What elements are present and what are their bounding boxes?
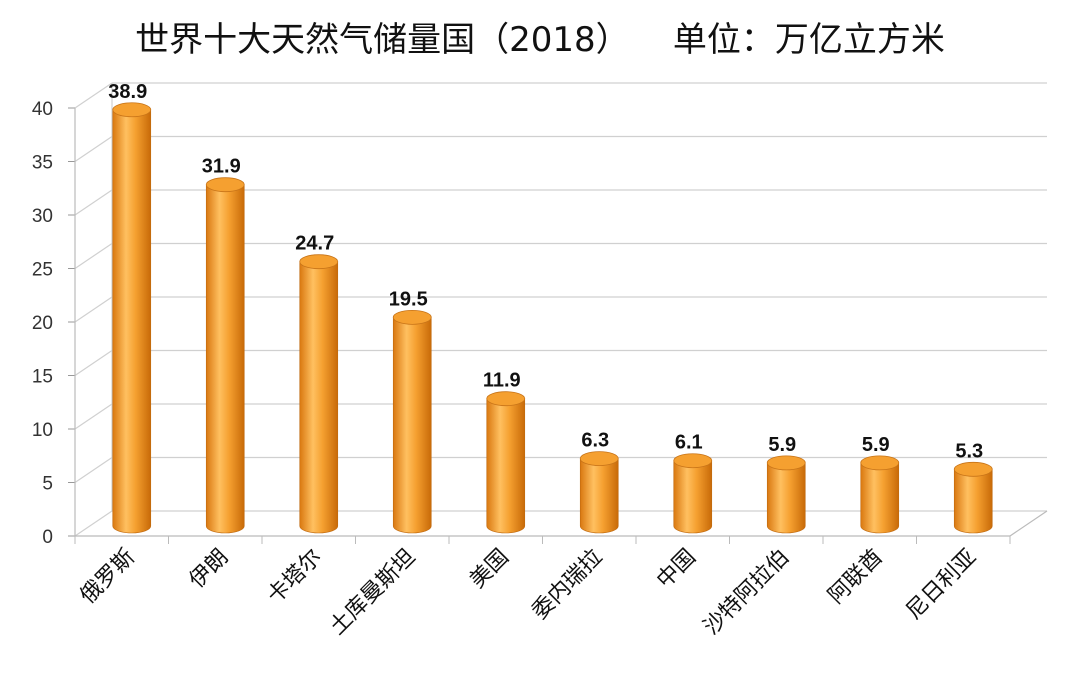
bar-top — [673, 453, 713, 469]
gridline-depth — [74, 457, 113, 483]
gridline-depth — [74, 189, 113, 216]
y-tick-label: 40 — [32, 99, 53, 120]
chart-title: 世界十大天然气储量国（2018） 单位：万亿立方米 — [135, 20, 945, 60]
bar-top — [392, 309, 432, 325]
label-layer: 0 5 10 15 20 25 30 35 40 38.9 俄罗斯 31.9 伊朗 24.7 卡塔尔 19.5… — [32, 81, 983, 640]
bar-body — [673, 460, 713, 534]
gridline-depth — [74, 296, 113, 323]
bar-0 — [112, 102, 152, 534]
bar-5 — [579, 451, 619, 534]
value-label: 5.9 — [768, 434, 796, 456]
gridline-depth — [74, 243, 113, 269]
bar-top — [766, 455, 806, 471]
bar-6 — [673, 453, 713, 534]
bar-body — [486, 398, 526, 534]
gridline-depth — [74, 510, 113, 537]
bar-body — [392, 317, 432, 534]
bar-body — [579, 458, 619, 534]
value-label: 6.1 — [675, 432, 703, 454]
bar-layer — [112, 102, 993, 534]
value-label: 38.9 — [108, 81, 147, 103]
bar-9 — [953, 461, 993, 534]
gridline-depth — [74, 136, 113, 162]
gridline-depth — [74, 82, 113, 109]
bar-top — [860, 455, 900, 471]
category-label: 阿联酋 — [824, 545, 888, 609]
grid-layer — [74, 82, 1047, 537]
bar-top — [486, 391, 526, 407]
bar-top — [579, 451, 619, 466]
y-tick-label: 15 — [32, 367, 53, 388]
bar-top — [953, 461, 993, 477]
bar-body — [112, 109, 152, 534]
bar-body — [953, 468, 993, 534]
y-tick-label: 10 — [32, 420, 53, 441]
value-label: 5.3 — [955, 440, 983, 462]
value-label: 31.9 — [202, 156, 241, 178]
bar-top — [299, 254, 339, 270]
gridline-depth — [74, 403, 113, 430]
category-label: 委内瑞拉 — [528, 545, 608, 625]
bar-top — [205, 177, 245, 193]
bar-1 — [205, 177, 245, 534]
category-label: 伊朗 — [185, 545, 234, 594]
bar-8 — [860, 455, 900, 534]
axis-layer — [68, 107, 1048, 544]
y-tick-label: 5 — [42, 474, 53, 495]
bar-body — [860, 462, 900, 534]
value-label: 6.3 — [581, 430, 609, 452]
category-label: 尼日利亚 — [902, 545, 982, 625]
value-label: 19.5 — [389, 288, 428, 310]
value-label: 5.9 — [862, 434, 890, 456]
value-label: 24.7 — [295, 233, 334, 255]
bar-body — [205, 184, 245, 534]
y-tick-label: 30 — [32, 206, 53, 227]
y-tick-label: 20 — [32, 313, 53, 334]
bar-body — [299, 261, 339, 534]
bar-7 — [766, 455, 806, 534]
category-label: 中国 — [652, 545, 701, 594]
y-tick-label: 25 — [32, 260, 53, 281]
bar-4 — [486, 391, 526, 534]
bar-top — [112, 102, 152, 118]
y-tick-label: 0 — [42, 527, 53, 548]
category-label: 俄罗斯 — [76, 545, 140, 609]
category-label: 美国 — [465, 545, 514, 594]
bar-3 — [392, 309, 432, 534]
bar-body — [766, 462, 806, 534]
category-label: 土库曼斯坦 — [325, 545, 420, 640]
bar-2 — [299, 254, 339, 534]
floor-edge — [1009, 510, 1048, 537]
category-label: 卡塔尔 — [263, 545, 327, 609]
category-label: 沙特阿拉伯 — [699, 545, 794, 640]
y-tick-label: 35 — [32, 153, 53, 174]
value-label: 11.9 — [483, 370, 521, 392]
gridline-depth — [74, 350, 113, 376]
